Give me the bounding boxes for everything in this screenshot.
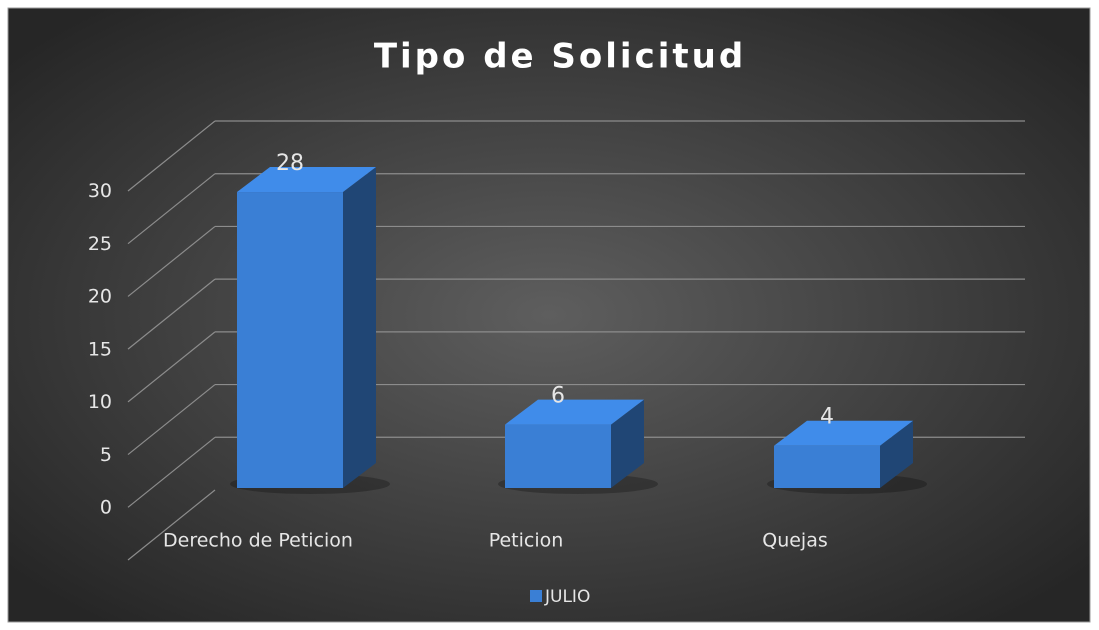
data-label: 6 <box>551 384 565 409</box>
grid-line-side <box>127 120 216 192</box>
y-tick-label: 0 <box>100 497 112 519</box>
bar-front <box>505 424 611 488</box>
grid-line-side <box>127 173 216 245</box>
data-label: 4 <box>820 405 834 430</box>
bar-side <box>611 399 644 488</box>
y-tick-label: 15 <box>88 338 112 360</box>
bar <box>237 167 376 489</box>
y-tick-label: 10 <box>88 391 112 413</box>
x-tick-label: Peticion <box>489 530 564 552</box>
y-tick-label: 30 <box>88 180 112 202</box>
y-tick-label: 25 <box>88 233 112 255</box>
bar-front <box>774 445 880 488</box>
grid-line-side <box>127 278 216 350</box>
grid-line-side <box>127 384 216 456</box>
bar-top <box>505 399 644 425</box>
chart-title: Tipo de Solicitud <box>374 37 746 77</box>
x-tick-label: Quejas <box>762 530 828 552</box>
chart-area <box>7 7 1091 623</box>
y-tick-label: 5 <box>100 444 112 466</box>
bar-side <box>880 420 913 488</box>
bar <box>505 399 644 488</box>
grid-line-side <box>127 225 216 297</box>
floor-edge <box>127 489 216 561</box>
grid-line-side <box>127 331 216 403</box>
bar <box>774 420 913 488</box>
bar-top <box>237 167 376 193</box>
legend-swatch <box>530 590 542 602</box>
bar-top <box>774 420 913 446</box>
grid-line-side <box>127 436 216 508</box>
legend-label: JULIO <box>544 587 590 607</box>
x-tick-label: Derecho de Peticion <box>163 530 353 552</box>
y-tick-label: 20 <box>88 286 112 308</box>
bar-front <box>237 192 343 489</box>
bar-side <box>343 167 376 489</box>
data-label: 28 <box>276 151 304 176</box>
